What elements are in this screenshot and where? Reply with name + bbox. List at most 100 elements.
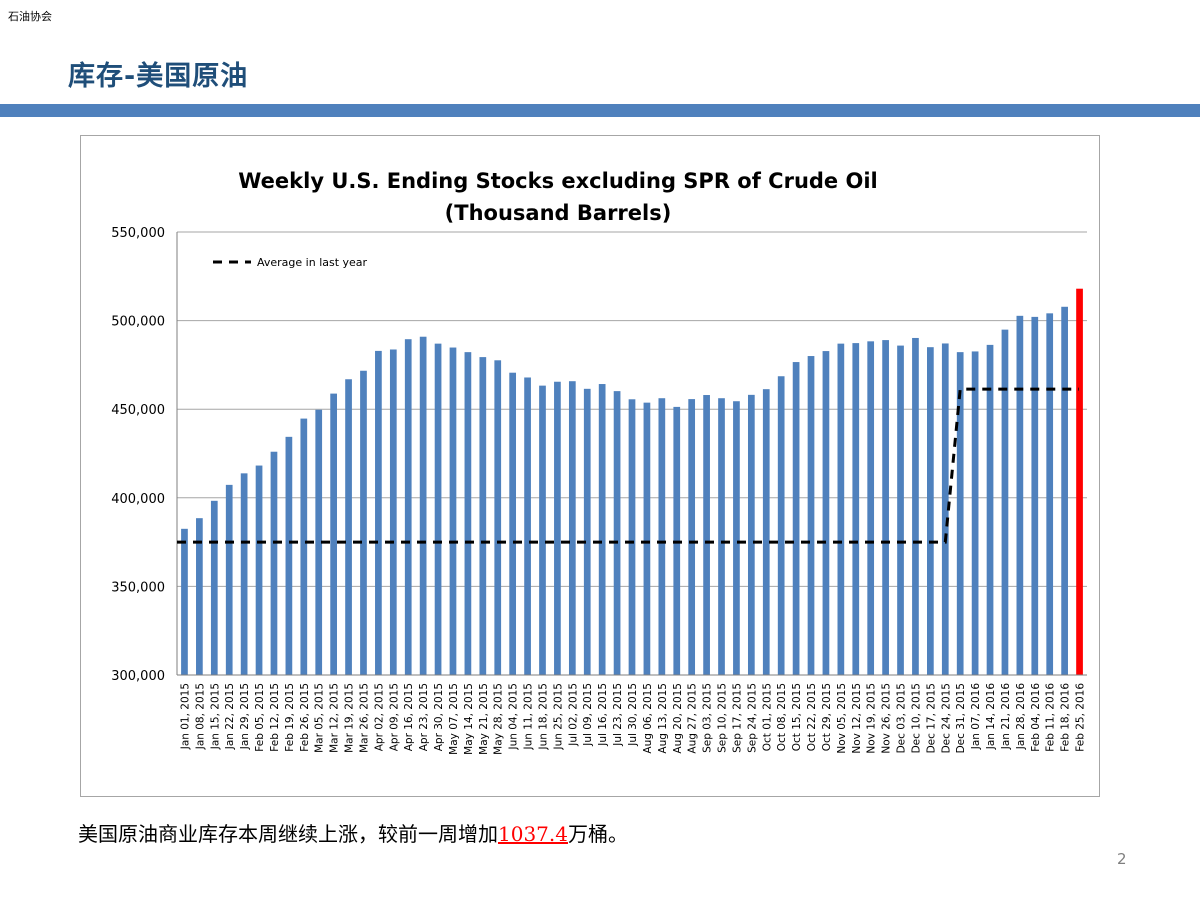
x-tick-label: Mar 05, 2015 (314, 683, 326, 753)
caption-highlight-value: 1037.4 (498, 822, 568, 846)
bar (389, 349, 397, 675)
x-tick-label: Jan 14, 2016 (985, 683, 997, 751)
bar (1076, 288, 1083, 675)
bar (971, 351, 979, 675)
x-tick-label: Jan 01, 2015 (179, 683, 191, 750)
bar (807, 356, 815, 675)
x-tick-label: Jan 28, 2016 (1015, 683, 1027, 751)
bar (583, 388, 591, 675)
bar (539, 385, 546, 675)
bar (285, 436, 293, 675)
bar (554, 381, 561, 675)
x-tick-label: Feb 05, 2015 (254, 683, 266, 752)
x-tick-label: Oct 01, 2015 (761, 683, 773, 751)
x-tick-label: Feb 25, 2016 (1075, 683, 1087, 752)
bar (434, 343, 442, 675)
bar (628, 399, 636, 675)
x-tick-label: Jan 08, 2015 (194, 683, 206, 750)
x-tick-label: Dec 24, 2015 (940, 683, 952, 753)
bar (345, 379, 352, 675)
x-tick-label: May 07, 2015 (448, 683, 460, 755)
x-tick-label: Feb 11, 2016 (1045, 683, 1057, 752)
x-tick-label: Apr 16, 2015 (403, 683, 415, 751)
x-axis: Jan 01, 2015 Jan 08, 2015 Jan 15, 2015 Jan … (177, 674, 1087, 755)
bar (882, 340, 889, 675)
x-tick-label: May 21, 2015 (478, 683, 490, 755)
bar (837, 343, 845, 675)
x-tick-label: Nov 19, 2015 (866, 683, 878, 754)
y-tick-label: 450,000 (111, 403, 165, 418)
bar (762, 389, 770, 675)
bar (404, 339, 412, 675)
title-underline-bar (0, 104, 1200, 117)
bar (941, 343, 949, 675)
stocks-chart: Weekly U.S. Ending Stocks excluding SPR … (111, 169, 1087, 755)
bar (613, 391, 621, 675)
x-tick-label: Jul 09, 2015 (582, 683, 594, 747)
bar (777, 376, 785, 675)
bar (464, 352, 472, 675)
chart-title-line2: (Thousand Barrels) (445, 201, 672, 225)
caption-suffix: 万桶。 (567, 822, 628, 846)
bar (986, 344, 994, 675)
x-tick-label: Feb 04, 2016 (1030, 683, 1042, 752)
chart-frame: Weekly U.S. Ending Stocks excluding SPR … (80, 135, 1100, 797)
bar (375, 350, 382, 675)
x-tick-label: Apr 09, 2015 (388, 683, 400, 751)
x-tick-label: Apr 30, 2015 (433, 683, 445, 751)
legend-label: Average in last year (257, 256, 368, 269)
x-tick-label: May 28, 2015 (493, 683, 505, 755)
x-tick-label: Oct 22, 2015 (806, 683, 818, 751)
bar (1061, 306, 1068, 675)
x-tick-label: Dec 03, 2015 (896, 683, 908, 753)
bar (718, 398, 725, 675)
x-tick-label: Jul 16, 2015 (597, 683, 609, 747)
x-tick-label: Aug 06, 2015 (642, 683, 654, 754)
bar (927, 347, 934, 675)
x-tick-label: Sep 10, 2015 (717, 683, 729, 753)
bar (852, 343, 860, 675)
x-tick-label: Aug 13, 2015 (657, 683, 669, 754)
x-tick-label: Jan 21, 2016 (1000, 683, 1012, 751)
y-axis: 300,000 350,000 400,000 450,000 500,000 550,0… (111, 226, 178, 684)
x-tick-label: Nov 26, 2015 (881, 683, 893, 754)
bar (658, 398, 666, 675)
x-tick-label: Jan 22, 2015 (224, 683, 236, 750)
x-tick-label: Sep 17, 2015 (731, 683, 743, 753)
bar (330, 393, 337, 675)
bar (733, 401, 740, 675)
page-number: 2 (1117, 850, 1127, 868)
legend: Average in last year (213, 256, 368, 269)
x-tick-label: Jul 23, 2015 (612, 683, 624, 747)
x-tick-label: Feb 18, 2016 (1060, 683, 1072, 752)
x-tick-label: Oct 15, 2015 (791, 683, 803, 751)
bar (688, 399, 696, 675)
x-tick-label: Feb 26, 2015 (299, 683, 311, 752)
bar (240, 473, 248, 675)
x-tick-label: Sep 03, 2015 (702, 683, 714, 753)
x-tick-label: Feb 12, 2015 (269, 683, 281, 752)
bar (300, 418, 308, 675)
x-tick-label: Jan 07, 2016 (970, 683, 982, 751)
x-tick-label: Mar 19, 2015 (344, 683, 356, 753)
caption: 美国原油商业库存本周继续上涨，较前一周增加1037.4万桶。 (78, 818, 628, 847)
bar (494, 360, 502, 675)
y-tick-label: 550,000 (111, 226, 165, 241)
bar (210, 500, 218, 675)
x-tick-label: Jul 30, 2015 (627, 683, 639, 747)
bar (703, 395, 710, 675)
bar (568, 381, 576, 675)
x-tick-label: Jun 04, 2015 (508, 683, 520, 751)
x-tick-label: Mar 12, 2015 (329, 683, 341, 753)
x-tick-label: Dec 31, 2015 (955, 683, 967, 753)
x-tick-label: Aug 20, 2015 (672, 683, 684, 754)
org-name: 石油协会 (8, 10, 52, 23)
y-tick-label: 400,000 (111, 492, 165, 507)
x-tick-label: Feb 19, 2015 (284, 683, 296, 752)
bar (255, 465, 263, 675)
bar (419, 336, 427, 675)
bar (1031, 316, 1039, 675)
bar (524, 377, 531, 675)
x-tick-label: Jan 15, 2015 (209, 683, 221, 750)
bar (479, 357, 487, 675)
